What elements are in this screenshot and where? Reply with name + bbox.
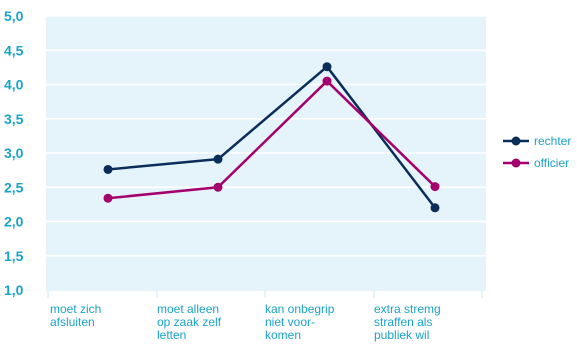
x-tick-label: moet zich afsluiten <box>50 302 101 329</box>
y-tick-label: 3,5 <box>4 111 24 127</box>
y-tick-label: 5,0 <box>4 8 24 24</box>
x-tick-label: kan onbegrip niet voor-komen <box>265 302 335 342</box>
series-line-officier <box>107 79 436 200</box>
x-tick-label: moet alleen op zaak zelf letten <box>157 302 222 342</box>
y-tick-label: 2,0 <box>4 214 24 230</box>
x-axis-ticks: moet zich afsluiten moet alleen op zaak zel… <box>46 289 486 342</box>
data-point-rechter <box>103 164 113 174</box>
legend-label: officier <box>534 156 569 170</box>
data-point-rechter <box>430 203 440 213</box>
legend-swatch-marker <box>511 158 521 168</box>
data-point-officier <box>103 193 113 203</box>
series-group <box>103 62 440 213</box>
data-point-officier <box>322 76 332 86</box>
data-point-officier <box>430 182 440 192</box>
data-point-rechter <box>213 154 223 164</box>
y-tick-label: 1,5 <box>4 248 24 264</box>
legend-label: rechter <box>534 134 571 148</box>
legend: rechter officier <box>503 134 571 170</box>
y-axis-ticks: 5,0 4,5 4,0 3,5 3,0 2,5 2,0 1,5 1,0 <box>4 8 24 298</box>
y-tick-label: 4,5 <box>4 42 24 58</box>
legend-swatch-marker <box>511 136 521 146</box>
data-point-officier <box>213 182 223 192</box>
y-tick-label: 4,0 <box>4 77 24 93</box>
data-point-rechter <box>322 62 332 72</box>
y-tick-label: 3,0 <box>4 145 24 161</box>
y-tick-label: 1,0 <box>4 282 24 298</box>
y-tick-label: 2,5 <box>4 179 24 195</box>
x-tick-label: extra stremg straffen als publiek wil <box>374 302 441 342</box>
series-line-rechter <box>107 65 436 209</box>
